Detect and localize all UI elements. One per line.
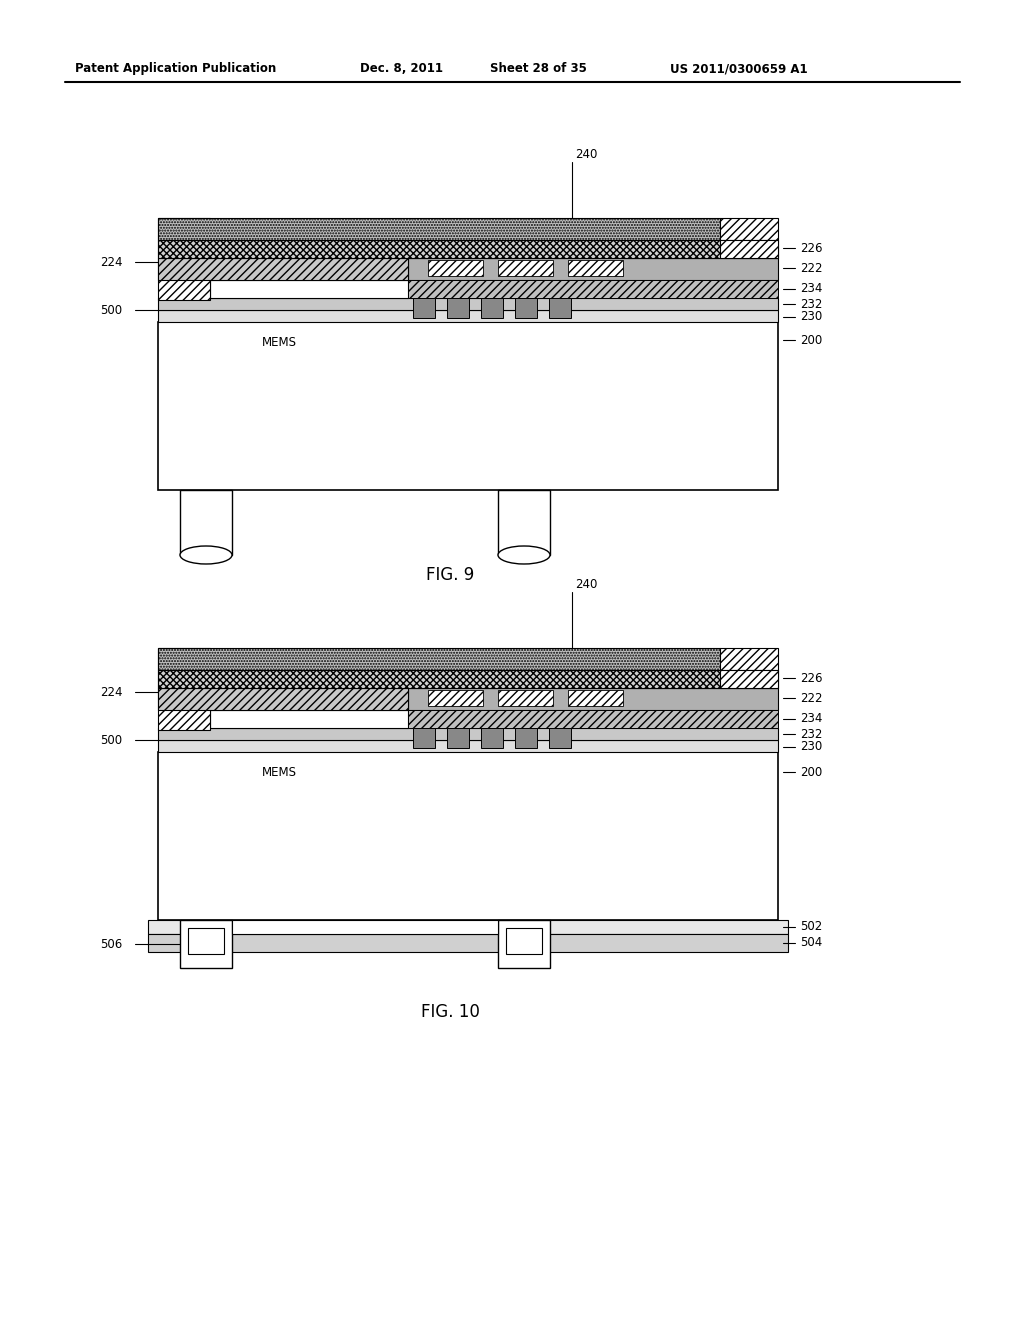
- Bar: [549, 729, 571, 748]
- Text: 226: 226: [800, 242, 822, 255]
- Bar: [158, 310, 778, 322]
- Ellipse shape: [180, 546, 232, 564]
- Text: Sheet 28 of 35: Sheet 28 of 35: [490, 62, 587, 75]
- Bar: [158, 298, 778, 310]
- Bar: [481, 298, 503, 318]
- Bar: [158, 240, 778, 257]
- Text: MEMS: MEMS: [261, 767, 297, 780]
- Text: Patent Application Publication: Patent Application Publication: [75, 62, 276, 75]
- Text: 506: 506: [100, 937, 122, 950]
- Bar: [408, 688, 778, 710]
- Text: 500: 500: [100, 304, 122, 317]
- Bar: [447, 298, 469, 318]
- Text: 240: 240: [575, 578, 597, 591]
- Bar: [447, 729, 469, 748]
- Bar: [515, 729, 537, 748]
- Bar: [481, 729, 503, 748]
- Bar: [158, 671, 778, 688]
- Text: 240: 240: [575, 149, 597, 161]
- Bar: [232, 920, 498, 935]
- Text: 232: 232: [800, 727, 822, 741]
- Bar: [188, 928, 224, 954]
- Bar: [158, 752, 778, 920]
- Text: 222: 222: [800, 261, 822, 275]
- Bar: [158, 648, 720, 671]
- Bar: [158, 741, 778, 752]
- Text: 224: 224: [100, 685, 123, 698]
- Text: FIG. 9: FIG. 9: [426, 566, 474, 583]
- Text: 222: 222: [800, 692, 822, 705]
- Bar: [428, 260, 483, 276]
- Text: 234: 234: [800, 713, 822, 726]
- Bar: [158, 648, 210, 730]
- Bar: [515, 298, 537, 318]
- Bar: [720, 218, 778, 240]
- Bar: [720, 671, 778, 688]
- Bar: [158, 688, 408, 710]
- Bar: [428, 690, 483, 706]
- Bar: [498, 920, 550, 968]
- Bar: [568, 690, 623, 706]
- Bar: [158, 218, 210, 300]
- Bar: [506, 928, 542, 954]
- Bar: [568, 260, 623, 276]
- Bar: [413, 729, 435, 748]
- Bar: [210, 710, 408, 729]
- Text: 230: 230: [800, 741, 822, 754]
- Bar: [720, 240, 778, 257]
- Bar: [180, 490, 232, 554]
- Bar: [158, 729, 778, 741]
- Text: 234: 234: [800, 282, 822, 296]
- Text: 230: 230: [800, 310, 822, 323]
- Bar: [148, 920, 788, 935]
- Bar: [210, 280, 408, 298]
- Bar: [158, 322, 778, 490]
- Bar: [720, 648, 778, 671]
- Bar: [158, 257, 408, 280]
- Text: 226: 226: [800, 672, 822, 685]
- Bar: [498, 490, 550, 554]
- Bar: [498, 260, 553, 276]
- Bar: [408, 257, 778, 280]
- Bar: [413, 298, 435, 318]
- Text: 500: 500: [100, 734, 122, 747]
- Text: 200: 200: [800, 334, 822, 346]
- Text: 200: 200: [800, 766, 822, 779]
- Text: US 2011/0300659 A1: US 2011/0300659 A1: [670, 62, 808, 75]
- Ellipse shape: [498, 546, 550, 564]
- Text: 224: 224: [100, 256, 123, 268]
- Bar: [148, 935, 788, 952]
- Bar: [408, 280, 778, 298]
- Bar: [498, 690, 553, 706]
- Text: FIG. 10: FIG. 10: [421, 1003, 479, 1020]
- Bar: [180, 920, 232, 968]
- Text: MEMS: MEMS: [261, 337, 297, 350]
- Text: 232: 232: [800, 297, 822, 310]
- Text: 502: 502: [800, 920, 822, 933]
- Text: 504: 504: [800, 936, 822, 949]
- Text: Dec. 8, 2011: Dec. 8, 2011: [360, 62, 443, 75]
- Bar: [549, 298, 571, 318]
- Bar: [408, 710, 778, 729]
- Bar: [158, 218, 720, 240]
